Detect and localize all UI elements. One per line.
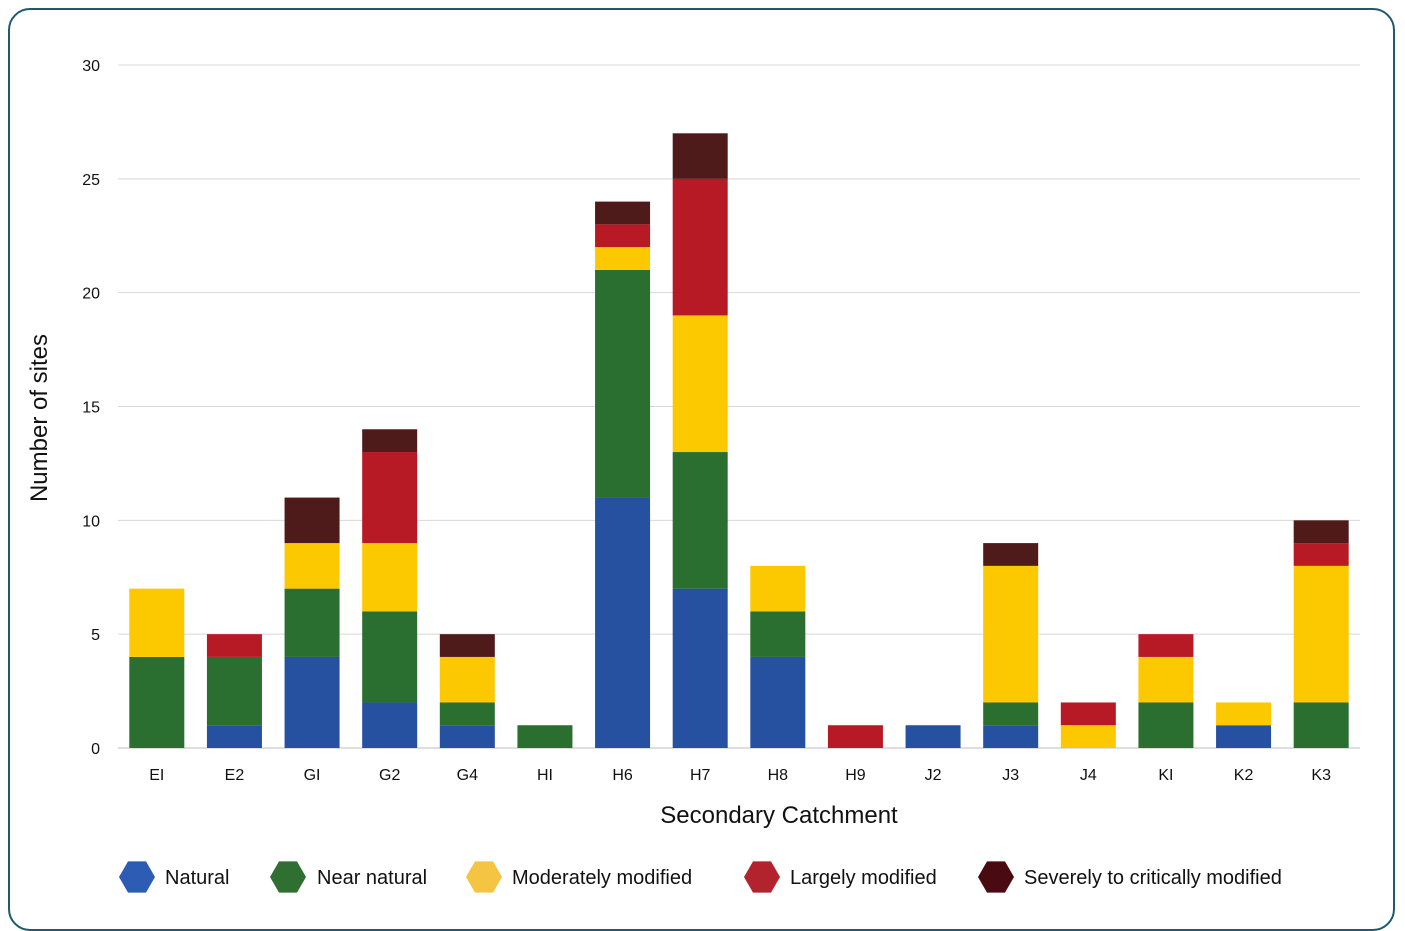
legend-marker: [466, 861, 502, 893]
bar-segment: [983, 725, 1039, 748]
legend-label: Near natural: [317, 867, 427, 889]
bar-segment: [439, 702, 495, 726]
x-tick-label: GI: [304, 767, 321, 784]
x-tick-label: HI: [537, 767, 553, 784]
y-tick-label: 0: [91, 741, 100, 758]
bar-segment: [1060, 725, 1116, 748]
bar-segment: [362, 702, 418, 748]
bar-segment: [439, 656, 495, 703]
bar-segment: [672, 588, 728, 748]
x-tick-label: K3: [1311, 767, 1331, 784]
y-tick-labels: 0 5 10 15 20 25 30: [82, 58, 100, 758]
bar-segment: [1293, 520, 1349, 544]
legend-marker: [119, 861, 155, 893]
bar-segment: [284, 543, 340, 589]
bar-segment: [1293, 702, 1349, 748]
bar-segment: [750, 656, 806, 748]
bar-segment: [206, 656, 262, 726]
bar-segment: [1293, 565, 1349, 703]
bar-segment: [983, 702, 1039, 726]
legend-marker: [978, 861, 1014, 893]
bar-segment: [595, 201, 651, 225]
x-tick-label: G4: [457, 767, 478, 784]
bar-segment: [983, 543, 1039, 566]
bar-segment: [284, 497, 340, 544]
legend-marker: [270, 861, 306, 893]
y-axis-title: Number of sites: [26, 334, 53, 502]
bar-segment: [595, 224, 651, 248]
bar-segment: [1293, 543, 1349, 566]
bar-segment: [439, 634, 495, 657]
x-tick-label: EI: [149, 767, 164, 784]
bar-segment: [284, 588, 340, 657]
bar-segment: [129, 656, 185, 748]
x-tick-label: K2: [1234, 767, 1254, 784]
x-tick-label: J3: [1002, 767, 1019, 784]
bar-segment: [362, 452, 418, 544]
bar-segment: [1138, 656, 1194, 703]
bar-segment: [983, 565, 1039, 703]
bar-segment: [1216, 702, 1272, 726]
x-tick-label: E2: [225, 767, 245, 784]
x-tick-label: J4: [1080, 767, 1097, 784]
bar-segment: [595, 497, 651, 748]
y-tick-label: 10: [82, 513, 100, 530]
bar-segment: [672, 178, 728, 316]
bar-segment: [1060, 702, 1116, 726]
x-tick-label: H9: [845, 767, 866, 784]
bar-segment: [284, 656, 340, 748]
legend-marker: [744, 861, 780, 893]
legend-label: Severely to critically modified: [1024, 867, 1282, 889]
x-axis-title: Secondary Catchment: [660, 802, 898, 829]
y-tick-label: 25: [82, 172, 100, 189]
legend: Natural Near natural Moderately modified La…: [119, 861, 1282, 893]
bar-segment: [362, 543, 418, 612]
y-tick-label: 5: [91, 627, 100, 644]
bar-segment: [362, 611, 418, 703]
bar-segment: [827, 725, 883, 748]
y-tick-label: 20: [82, 286, 100, 303]
bar-segment: [206, 634, 262, 657]
bar-segment: [595, 269, 651, 498]
x-tick-label: H7: [690, 767, 711, 784]
bar-segment: [206, 725, 262, 748]
legend-label: Largely modified: [790, 867, 937, 889]
bar-segment: [905, 725, 961, 748]
bars: [129, 133, 1349, 748]
y-tick-label: 30: [82, 58, 100, 75]
bar-segment: [750, 611, 806, 657]
bar-segment: [672, 133, 728, 179]
bar-segment: [672, 315, 728, 453]
bar-segment: [1216, 725, 1272, 748]
bar-segment: [750, 565, 806, 612]
x-tick-label: H8: [768, 767, 789, 784]
bar-segment: [595, 247, 651, 270]
x-tick-label: J2: [925, 767, 942, 784]
x-tick-labels: EI E2 GI G2 G4 HI H6 H7 H8 H9 J2 J3 J4 KI K2 K3: [149, 767, 1331, 784]
bar-segment: [129, 588, 185, 657]
bar-segment: [672, 452, 728, 589]
bar-segment: [439, 725, 495, 748]
bar-segment: [1138, 702, 1194, 748]
bar-segment: [1138, 634, 1194, 657]
x-tick-label: H6: [612, 767, 633, 784]
legend-label: Moderately modified: [512, 867, 692, 889]
x-tick-label: G2: [379, 767, 400, 784]
bar-segment: [362, 429, 418, 453]
bar-segment: [517, 725, 573, 748]
y-tick-label: 15: [82, 400, 100, 417]
x-tick-label: KI: [1158, 767, 1173, 784]
legend-label: Natural: [165, 867, 229, 889]
